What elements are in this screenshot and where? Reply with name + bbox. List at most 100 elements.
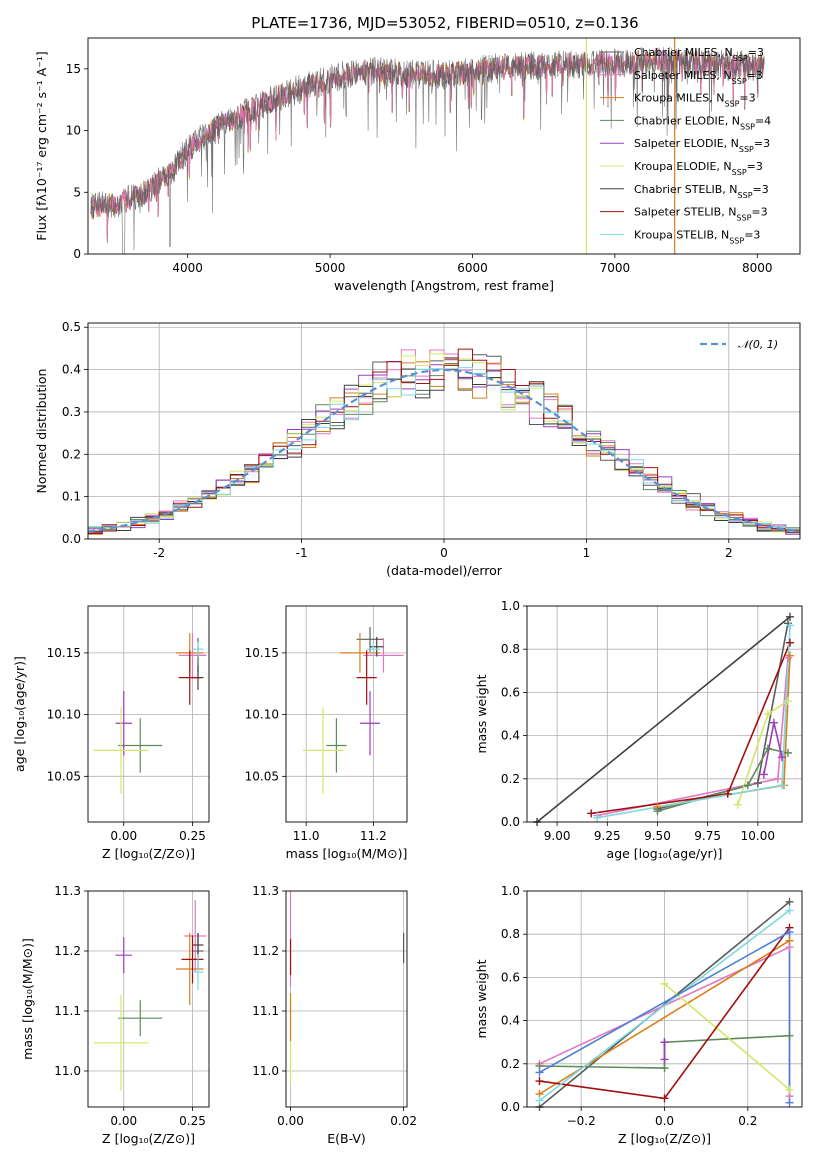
histogram-kroupa-elodie bbox=[88, 353, 800, 533]
y-axis-label: Normed distribution bbox=[34, 369, 49, 494]
y-tick-label: 0.2 bbox=[501, 1057, 520, 1071]
errorbar-point bbox=[181, 935, 204, 984]
y-tick-label: 10.10 bbox=[47, 708, 81, 722]
panel-age-vs-mass: 11.0 11.2 10.05 10.10 10.15 mass [log₁₀(M/M⊙)… bbox=[245, 605, 408, 861]
weight-marker bbox=[587, 809, 596, 818]
y-tick-label: 0.0 bbox=[501, 1100, 520, 1114]
legend-sub: SSP bbox=[738, 190, 753, 199]
legend-entry: Chabrier STELIB, NSSP=3 bbox=[634, 183, 769, 200]
y-tick-label: 11.1 bbox=[252, 1004, 279, 1018]
legend-tail: =3 bbox=[747, 69, 763, 82]
y-axis-label: mass weight bbox=[474, 674, 489, 753]
axes-frame bbox=[87, 37, 801, 255]
legend-tail: =3 bbox=[747, 160, 763, 173]
errorbar-point bbox=[356, 650, 377, 705]
errorbar-point bbox=[115, 691, 132, 756]
weight-marker bbox=[653, 807, 662, 816]
panel-mass-vs-Z: 0.00 0.25 11.0 11.1 11.2 11.3 Z [log₁₀(Z/Z⊙)] m… bbox=[20, 884, 210, 1146]
y-tick-label: 10.05 bbox=[47, 769, 81, 783]
weight-marker bbox=[753, 779, 762, 788]
y-tick-label: 10.15 bbox=[245, 646, 279, 660]
legend-label: Kroupa STELIB, N bbox=[634, 228, 729, 241]
errorbar-point bbox=[302, 707, 344, 794]
errorbar-point bbox=[176, 933, 204, 1005]
errorbar-point bbox=[178, 650, 201, 705]
legend-entry: 𝒩(0, 1) bbox=[738, 338, 778, 351]
y-tick-label: 10 bbox=[66, 124, 81, 138]
y-tick-label: 10.15 bbox=[47, 646, 81, 660]
legend-sub: SSP bbox=[736, 213, 751, 222]
panel-mass-vs-EBV: 0.00 0.02 11.0 11.1 11.2 11.3 E(B-V) bbox=[252, 884, 417, 1146]
legend-sub: SSP bbox=[724, 99, 739, 108]
weight-marker bbox=[763, 710, 772, 718]
weight-marker bbox=[783, 697, 792, 706]
legend-tail: =3 bbox=[751, 206, 767, 219]
y-axis-label: mass weight bbox=[474, 959, 489, 1038]
panel-age-vs-Z: 0.00 0.25 10.05 10.10 10.15 Z [log₁₀(Z/Z⊙)] ag… bbox=[12, 605, 210, 861]
weight-marker bbox=[785, 936, 794, 945]
legend-label: Kroupa MILES, N bbox=[634, 92, 724, 105]
weight-marker bbox=[777, 781, 786, 790]
x-tick-label: 11.2 bbox=[360, 829, 387, 843]
panel-weight-vs-Z: −0.2 0.0 0.2 0.0 0.2 0.4 0.6 0.8 1.0 Z [log₁₀(Z/Z… bbox=[474, 884, 803, 1146]
axes-frame bbox=[526, 890, 803, 1108]
axes-frame bbox=[526, 605, 803, 823]
errorbar-point bbox=[115, 937, 132, 974]
y-axis-label: mass [log₁₀(M/M⊙)] bbox=[20, 938, 35, 1060]
weight-marker bbox=[733, 800, 742, 809]
y-tick-label: 1.0 bbox=[501, 884, 520, 898]
x-axis-label: Z [log₁₀(Z/Z⊙)] bbox=[102, 846, 195, 861]
plot-area-age-vs-Z bbox=[88, 606, 209, 822]
legend-entry: Salpeter ELODIE, NSSP=3 bbox=[634, 137, 770, 154]
y-tick-label: 11.3 bbox=[54, 884, 81, 898]
x-tick-label: -1 bbox=[296, 546, 308, 560]
weight-marker bbox=[723, 789, 732, 798]
y-tick-label: 0.4 bbox=[62, 363, 81, 377]
weight-marker bbox=[785, 621, 794, 630]
errorbar-point bbox=[192, 933, 204, 957]
errorbar-point bbox=[366, 641, 381, 657]
weight-marker bbox=[783, 748, 792, 757]
legend-label: Chabrier MILES, N bbox=[634, 46, 733, 59]
legend-sub: SSP bbox=[739, 145, 754, 154]
weight-marker bbox=[660, 1055, 669, 1064]
y-axis-label: Flux [fλ10⁻¹⁷ erg cm⁻² s⁻¹ A⁻¹] bbox=[34, 51, 49, 240]
weight-series-line bbox=[663, 983, 791, 1091]
x-tick-label: 6000 bbox=[457, 261, 488, 275]
x-tick-label: −0.2 bbox=[567, 1114, 596, 1128]
chart-title: PLATE=1736, MJD=53052, FIBERID=0510, z=0… bbox=[251, 14, 638, 32]
errorbar-point bbox=[118, 1000, 163, 1037]
x-tick-label: 5000 bbox=[315, 261, 346, 275]
x-tick-label: -2 bbox=[153, 546, 165, 560]
y-tick-label: 10.10 bbox=[245, 708, 279, 722]
plot-area-spectrum bbox=[90, 38, 765, 254]
errorbar-point bbox=[356, 626, 384, 652]
errorbar-point bbox=[363, 638, 404, 673]
weight-marker bbox=[785, 897, 794, 906]
weight-marker bbox=[743, 781, 752, 790]
y-axis-label: age [log₁₀(age/yr)] bbox=[12, 656, 27, 772]
x-tick-label: 8000 bbox=[742, 261, 773, 275]
x-tick-label: 7000 bbox=[600, 261, 631, 275]
y-tick-label: 0.8 bbox=[501, 642, 520, 656]
x-tick-label: 10.00 bbox=[741, 829, 775, 843]
weight-series-line bbox=[591, 642, 791, 815]
y-tick-label: 0.2 bbox=[501, 772, 520, 786]
y-tick-label: 0.1 bbox=[62, 490, 81, 504]
weight-marker bbox=[660, 1038, 669, 1047]
plot-area-mass-vs-EBV bbox=[286, 891, 407, 1107]
x-tick-label: 0.00 bbox=[110, 1114, 137, 1128]
x-tick-label: 9.25 bbox=[594, 829, 621, 843]
legend-entry: Kroupa STELIB, NSSP=3 bbox=[634, 228, 760, 245]
plot-area-age-vs-mass bbox=[286, 606, 407, 822]
legend-label: Kroupa ELODIE, N bbox=[634, 160, 732, 173]
legend-label: Salpeter ELODIE, N bbox=[634, 137, 739, 150]
legend-label: Chabrier STELIB, N bbox=[634, 183, 738, 196]
spectrum-line-salpeter-miles bbox=[90, 47, 765, 243]
weight-marker bbox=[660, 1064, 669, 1073]
weight-marker bbox=[785, 1098, 794, 1107]
x-tick-label: 0 bbox=[440, 546, 448, 560]
legend-entry: Chabrier MILES, NSSP=3 bbox=[634, 46, 764, 63]
x-tick-label: 9.75 bbox=[694, 829, 721, 843]
